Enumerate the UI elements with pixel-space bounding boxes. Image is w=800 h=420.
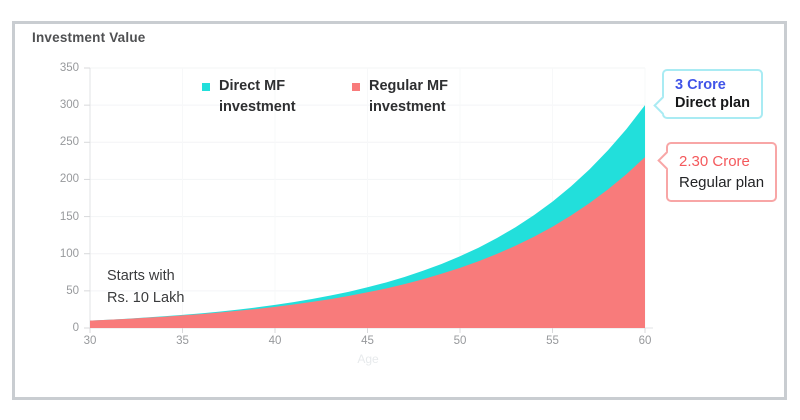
area-regular-mf-investment [90,157,645,328]
x-tick-label: 30 [83,335,97,347]
callout-regular-plan-label: Regular plan [679,174,765,191]
x-axis-title: Age [357,352,379,366]
investment-area-chart [84,67,653,333]
callout-regular-plan: 2.30 Crore Regular plan [657,142,778,202]
legend-swatch-direct-icon [202,83,210,91]
legend-item-regular-mf[interactable]: Regular MF investment [352,76,473,118]
y-tick-label: 50 [66,284,79,297]
legend-label-direct: Direct MF investment [219,78,296,115]
callout-regular-value: 2.30 Crore [679,153,750,170]
y-tick-label: 0 [72,322,79,334]
x-tick-label: 35 [176,335,189,347]
y-tick-label: 300 [59,99,79,112]
chart-card: Investment Value 0 50 100 150 200 250 300 350 3… [12,21,787,400]
x-tick-label: 50 [453,335,467,347]
annotation-line2: Rs. 10 Lakh [107,290,185,306]
y-tick-label: 150 [59,210,79,223]
y-tick-label: 350 [59,62,79,74]
callout-direct-plan-label: Direct plan [675,95,750,111]
callout-direct-value: 3 Crore [675,77,726,93]
chart-title: Investment Value [32,30,146,45]
start-value-annotation: Starts with Rs. 10 Lakh [107,265,184,309]
y-tick-label: 250 [59,136,79,149]
x-tick-label: 60 [638,335,652,347]
x-tick-label: 45 [361,335,374,347]
legend-item-direct-mf[interactable]: Direct MF investment [202,76,323,118]
y-tick-label: 200 [59,173,79,186]
x-tick-label: 55 [546,335,559,347]
annotation-line1: Starts with [107,268,175,284]
legend-swatch-regular-icon [352,83,360,91]
x-tick-label: 40 [268,335,282,347]
y-tick-label: 100 [59,247,79,260]
callout-direct-plan: 3 Crore Direct plan [653,69,763,119]
legend-label-regular: Regular MF investment [369,78,448,115]
